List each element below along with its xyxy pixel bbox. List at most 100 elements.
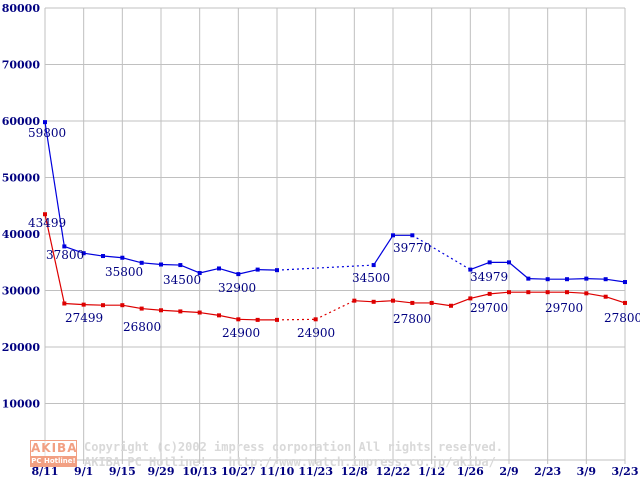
series-red-price	[43, 212, 627, 322]
data-point-marker	[81, 251, 86, 256]
data-point-marker	[526, 290, 531, 295]
svg-text:37800: 37800	[46, 248, 84, 262]
data-point-marker	[275, 317, 279, 322]
data-point-marker	[507, 260, 511, 265]
data-point-marker	[391, 233, 395, 238]
svg-text:20000: 20000	[2, 341, 41, 354]
svg-text:12/22: 12/22	[376, 465, 411, 478]
svg-text:70000: 70000	[2, 59, 41, 72]
svg-text:24900: 24900	[222, 326, 260, 340]
site-url-text: AKIBA PC Hotline! http://www.watch.impre…	[84, 455, 496, 469]
data-point-marker	[313, 317, 318, 322]
svg-text:27800: 27800	[393, 312, 431, 326]
data-point-marker	[120, 303, 125, 308]
data-point-marker	[178, 309, 183, 314]
data-point-marker	[487, 291, 492, 296]
svg-text:32900: 32900	[218, 281, 256, 295]
svg-text:50000: 50000	[2, 172, 41, 185]
svg-text:34500: 34500	[352, 271, 390, 285]
svg-text:60000: 60000	[2, 115, 41, 128]
data-point-marker	[159, 308, 163, 313]
svg-text:43499: 43499	[28, 216, 66, 230]
svg-text:24900: 24900	[297, 326, 335, 340]
data-point-marker	[526, 276, 531, 281]
data-point-marker	[429, 300, 434, 305]
data-point-labels: 59800 37800 35800 34500 32900 34500 39770 34979…	[28, 126, 640, 340]
data-point-marker	[139, 306, 144, 311]
data-point-marker	[507, 290, 511, 295]
svg-text:2/23: 2/23	[534, 465, 561, 478]
svg-text:26800: 26800	[123, 320, 161, 334]
data-point-marker	[43, 120, 47, 125]
data-point-marker	[120, 255, 125, 260]
data-point-marker	[565, 290, 569, 295]
data-point-marker	[178, 263, 183, 268]
grid-lines	[44, 7, 626, 464]
svg-text:80000: 80000	[2, 2, 41, 15]
data-point-marker	[62, 301, 67, 306]
data-point-marker	[487, 260, 492, 265]
svg-text:59800: 59800	[28, 126, 66, 140]
data-point-marker	[255, 317, 260, 322]
data-point-marker	[101, 303, 105, 308]
svg-text:27499: 27499	[65, 311, 103, 325]
data-point-marker	[139, 260, 144, 265]
svg-text:11/23: 11/23	[298, 465, 333, 478]
svg-text:10/13: 10/13	[182, 465, 217, 478]
svg-text:8/11: 8/11	[32, 465, 59, 478]
data-point-marker	[545, 290, 550, 295]
data-point-marker	[584, 291, 589, 296]
data-point-marker	[371, 299, 376, 304]
svg-text:10/27: 10/27	[221, 465, 256, 478]
data-point-marker	[623, 300, 627, 305]
svg-text:1/12: 1/12	[418, 465, 445, 478]
svg-text:9/15: 9/15	[109, 465, 136, 478]
data-point-marker	[159, 262, 163, 267]
data-point-marker	[197, 270, 202, 275]
svg-text:34979: 34979	[470, 270, 508, 284]
svg-text:1/26: 1/26	[457, 465, 484, 478]
data-point-marker	[391, 298, 395, 303]
data-point-marker	[603, 294, 608, 299]
data-point-marker	[43, 212, 47, 217]
series-blue-price	[43, 120, 627, 285]
svg-text:12/8: 12/8	[341, 465, 368, 478]
data-point-marker	[410, 233, 415, 238]
svg-text:9/1: 9/1	[74, 465, 93, 478]
svg-text:3/9: 3/9	[577, 465, 596, 478]
data-point-marker	[352, 298, 357, 303]
data-point-marker	[236, 317, 241, 322]
data-point-marker	[236, 272, 241, 277]
svg-text:35800: 35800	[105, 265, 143, 279]
data-point-marker	[197, 310, 202, 315]
data-point-marker	[101, 254, 105, 259]
svg-text:27800: 27800	[604, 311, 640, 325]
copyright-text: Copyright (c)2002 impress corporation Al…	[84, 440, 504, 454]
svg-text:39770: 39770	[393, 241, 431, 255]
data-point-marker	[623, 280, 627, 285]
data-point-marker	[603, 277, 608, 282]
svg-text:40000: 40000	[2, 228, 41, 241]
data-point-marker	[81, 302, 86, 307]
akiba-pc-hotline-logo: AKIBA PC Hotline!	[30, 440, 77, 467]
svg-text:9/29: 9/29	[148, 465, 175, 478]
data-point-marker	[371, 263, 376, 268]
svg-text:10000: 10000	[2, 398, 41, 411]
svg-text:2/9: 2/9	[499, 465, 518, 478]
data-point-marker	[217, 313, 221, 318]
data-point-marker	[565, 277, 569, 282]
logo-title: AKIBA	[31, 441, 78, 455]
svg-text:29700: 29700	[545, 301, 583, 315]
svg-text:3/23: 3/23	[612, 465, 639, 478]
data-point-marker	[584, 276, 589, 281]
svg-text:11/10: 11/10	[260, 465, 295, 478]
data-point-marker	[449, 303, 453, 308]
data-point-marker	[217, 266, 221, 271]
logo-subtitle: PC Hotline!	[31, 456, 76, 466]
svg-text:30000: 30000	[2, 285, 41, 298]
data-point-marker	[62, 244, 67, 249]
data-point-marker	[255, 267, 260, 272]
data-point-marker	[275, 268, 279, 273]
